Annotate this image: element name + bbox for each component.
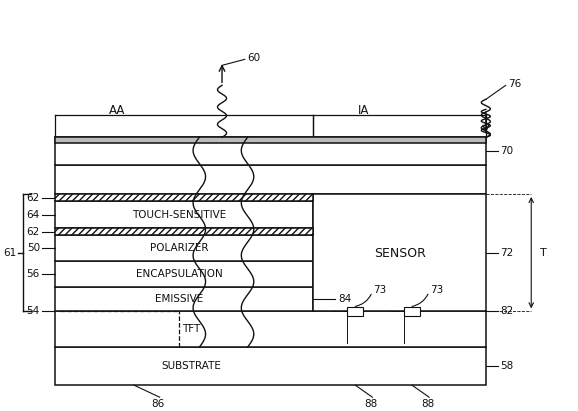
Text: 86: 86 <box>151 399 165 409</box>
Bar <box>55 194 313 201</box>
Bar <box>347 307 364 316</box>
Bar <box>313 194 486 311</box>
Bar <box>55 201 313 229</box>
Text: 82: 82 <box>501 306 514 316</box>
Text: 56: 56 <box>27 270 40 279</box>
Text: 73: 73 <box>430 285 443 295</box>
Bar <box>55 261 313 287</box>
Text: 61: 61 <box>3 248 16 258</box>
Bar <box>404 307 420 316</box>
Text: 84: 84 <box>338 294 351 304</box>
Text: 64: 64 <box>27 210 40 220</box>
Text: 72: 72 <box>501 248 514 258</box>
Text: AA: AA <box>109 104 125 117</box>
Bar <box>55 287 313 311</box>
Text: TFT: TFT <box>181 324 200 334</box>
Text: IA: IA <box>358 104 369 117</box>
Bar <box>55 165 486 194</box>
Text: 50: 50 <box>27 243 40 254</box>
Text: SUBSTRATE: SUBSTRATE <box>161 361 221 372</box>
Bar <box>55 347 486 385</box>
Text: 62: 62 <box>27 193 40 203</box>
Text: ENCAPSULATION: ENCAPSULATION <box>136 270 223 279</box>
Text: POLARIZER: POLARIZER <box>150 243 209 254</box>
Text: 88: 88 <box>421 399 435 409</box>
Text: 76: 76 <box>509 79 522 89</box>
Text: T: T <box>540 248 546 258</box>
Text: 54: 54 <box>27 306 40 316</box>
Text: 70: 70 <box>501 146 514 156</box>
Bar <box>55 311 486 347</box>
Text: 62: 62 <box>27 227 40 237</box>
Text: TOUCH-SENSITIVE: TOUCH-SENSITIVE <box>132 210 227 220</box>
Text: 73: 73 <box>373 285 387 295</box>
Bar <box>55 235 313 261</box>
Bar <box>55 137 486 143</box>
Text: EMISSIVE: EMISSIVE <box>155 294 203 304</box>
Bar <box>55 137 486 165</box>
Text: SENSOR: SENSOR <box>373 247 425 260</box>
Bar <box>55 229 313 235</box>
Text: 58: 58 <box>501 361 514 372</box>
Text: 88: 88 <box>365 399 378 409</box>
Text: 60: 60 <box>247 53 261 63</box>
